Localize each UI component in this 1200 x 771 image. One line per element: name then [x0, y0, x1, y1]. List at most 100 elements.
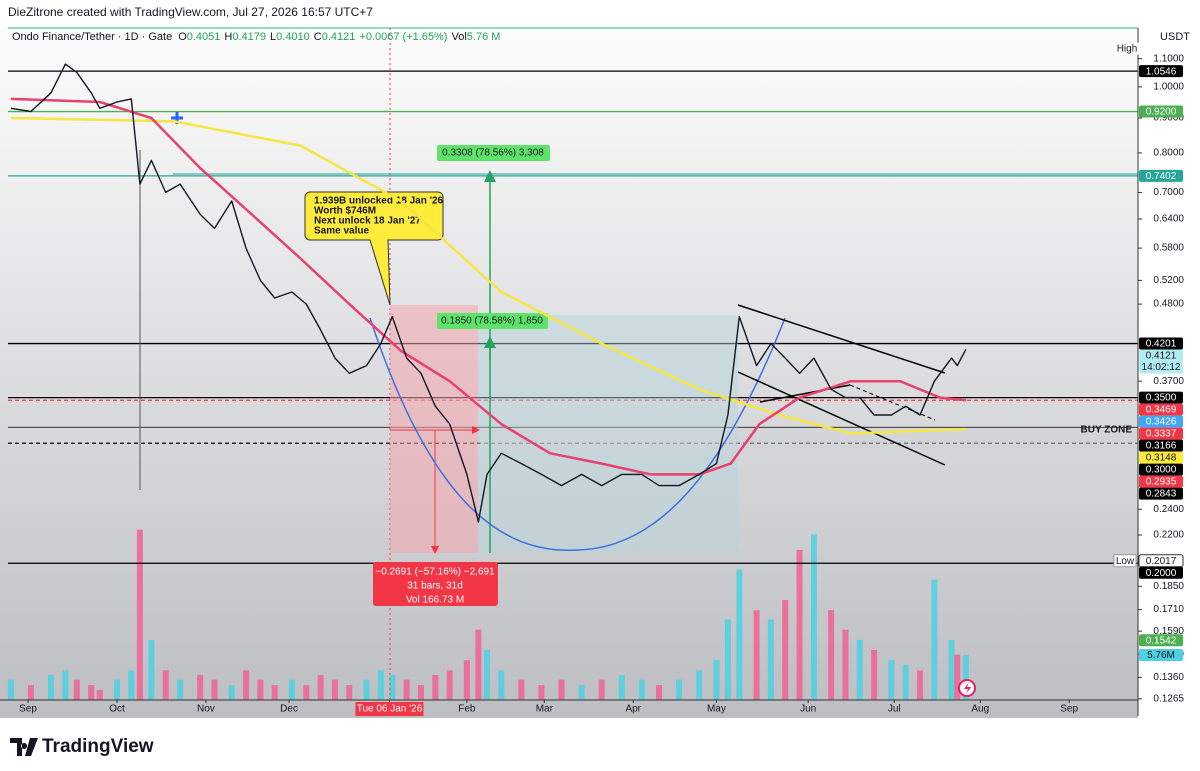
x-tick-label: Dec: [280, 704, 298, 715]
volume-bar: [962, 654, 969, 700]
volume-bar: [403, 679, 410, 700]
price-tag: [1139, 337, 1183, 350]
channel-bottom: [737, 371, 946, 466]
x-tick-label: Oct: [109, 704, 125, 715]
volume-bar: [618, 674, 625, 700]
y-tick-label: 0.1265: [1153, 693, 1184, 704]
price-tag-label: 0.2935: [1146, 477, 1177, 488]
volume-tag: [1139, 648, 1183, 661]
target-up-box: [437, 145, 550, 161]
callout-line: 1.939B unlocked 18 Jan '26: [314, 196, 444, 207]
price-tag: [1139, 169, 1183, 182]
x-tick-label: May: [707, 704, 726, 715]
low: 0.4010: [276, 31, 310, 43]
volume-bar: [578, 685, 585, 700]
volume-bar: [113, 679, 120, 700]
x-tick-label: Apr: [625, 704, 641, 715]
credit-bar: [0, 0, 1200, 28]
volume-layer: [7, 529, 969, 700]
open: 0.4051: [187, 31, 221, 43]
volume-bar: [243, 670, 250, 700]
volume-bar: [828, 610, 835, 700]
price-tag-label: 0.3000: [1146, 465, 1177, 476]
price-tag-label: 0.2017: [1146, 556, 1177, 567]
volume-bar: [96, 689, 103, 700]
volume-tag-label: 5.76M: [1147, 650, 1175, 661]
price-tag: [1139, 105, 1183, 118]
chart-background: [0, 0, 1200, 718]
y-tick-label: 0.8000: [1153, 148, 1184, 159]
high-label: High: [1117, 43, 1138, 54]
price-tag: [1139, 415, 1183, 428]
y-tick-label: 1.1000: [1153, 53, 1184, 64]
volume-bar: [954, 654, 961, 700]
channel-top: [737, 304, 946, 374]
price-tag-label: 0.3426: [1146, 417, 1177, 428]
volume-bar: [483, 649, 490, 700]
credit: DieZitrone created with TradingView.com,…: [8, 5, 373, 19]
volume-bar: [810, 534, 817, 700]
price-tag-label: 0.3469: [1146, 405, 1177, 416]
volume-bar: [948, 639, 955, 700]
volume-bar: [475, 629, 482, 700]
o-label: O: [178, 31, 187, 43]
high: 0.4179: [232, 31, 266, 43]
buy-zone: [480, 428, 1138, 450]
volume-bar: [346, 685, 353, 700]
x-tick-label: Mar: [536, 704, 554, 715]
volume-bar: [197, 674, 204, 700]
volume-bar: [696, 670, 703, 700]
y-tick-label: 1.0000: [1153, 81, 1184, 92]
volume-bar: [656, 685, 663, 700]
high-label-box: [1114, 42, 1140, 55]
volume-bar: [638, 679, 645, 700]
price-tag: [1139, 439, 1183, 452]
volume-bar: [88, 685, 95, 700]
volume-bar: [136, 529, 143, 700]
volume-bar: [736, 569, 743, 700]
volume-bar: [902, 664, 909, 700]
currency: USDT: [1160, 31, 1190, 43]
y-tick-label: 0.1850: [1153, 581, 1184, 592]
volume-bar: [7, 679, 14, 700]
price-tag: [1139, 65, 1183, 78]
volume-bar: [432, 674, 439, 700]
volume-bar: [753, 610, 760, 700]
vol-label: Vol: [451, 31, 466, 43]
x-tick-highlight: [355, 702, 424, 716]
volume-bar: [724, 619, 731, 700]
drop-bars: 31 bars, 31d: [407, 581, 463, 592]
price-tag-label: 0.2000: [1146, 568, 1177, 579]
axis-labels: 1.1000 1.0000 0.9000 0.8000 0.7000 0.6400 0.58…: [19, 53, 1184, 716]
price-tag: [1139, 487, 1183, 500]
volume-bar: [73, 679, 80, 700]
price-tag-label: 0.3166: [1146, 441, 1177, 452]
volume-bar: [558, 679, 565, 700]
y-tick-label: 0.1590: [1153, 626, 1184, 637]
volume-bar: [917, 670, 924, 700]
callout-box: [304, 191, 444, 306]
callout-line: Worth $746M: [314, 206, 376, 217]
volume-bar: [389, 674, 396, 700]
volume-bar: [498, 670, 505, 700]
y-tick-label: 0.2200: [1153, 530, 1184, 541]
volume-bar: [782, 599, 789, 700]
volume-bar: [128, 670, 135, 700]
volume-bar: [446, 670, 453, 700]
x-tick-label: Feb: [458, 704, 476, 715]
y-tick-label: 0.9000: [1153, 113, 1184, 124]
volume-bar: [148, 639, 155, 700]
channel-mid: [759, 384, 851, 403]
volume-bar: [228, 685, 235, 700]
callout-line: Next unlock 18 Jan '27: [314, 216, 421, 227]
y-tick-label: 0.4800: [1153, 299, 1184, 310]
price-tag: [1139, 427, 1183, 440]
volume-bar: [317, 674, 324, 700]
y-tick-label: 0.6400: [1153, 214, 1184, 225]
buy-zone-label: BUY ZONE: [1081, 425, 1133, 436]
channel-dash: [849, 384, 936, 421]
drop-range: [390, 305, 478, 553]
volume-bar: [211, 679, 218, 700]
